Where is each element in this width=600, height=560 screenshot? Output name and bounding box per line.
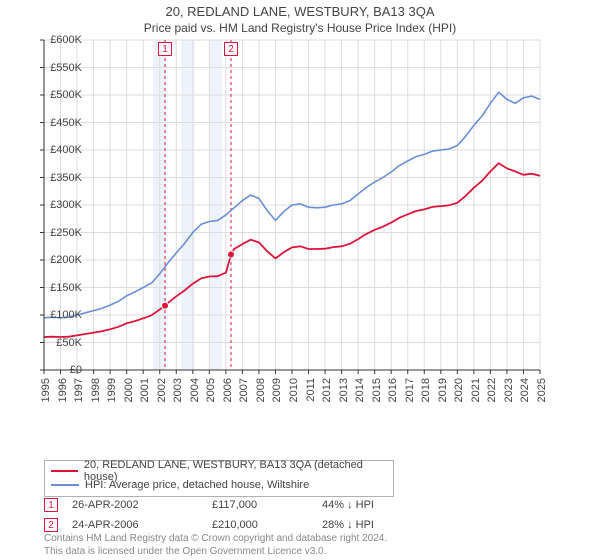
line-chart <box>44 40 584 410</box>
sale-row-date: 26-APR-2002 <box>72 499 212 511</box>
x-tick-label: 2023 <box>503 378 515 402</box>
x-tick-label: 2003 <box>172 378 184 402</box>
y-tick-label: £300K <box>32 199 82 211</box>
sale-row-marker: 2 <box>44 518 58 532</box>
sale-row-price: £210,000 <box>212 519 322 531</box>
legend: 20, REDLAND LANE, WESTBURY, BA13 3QA (de… <box>44 460 394 497</box>
x-tick-label: 2007 <box>238 378 250 402</box>
x-tick-label: 2016 <box>387 378 399 402</box>
x-tick-label: 2022 <box>486 378 498 402</box>
x-tick-label: 2006 <box>222 378 234 402</box>
y-tick-label: £100K <box>32 309 82 321</box>
x-tick-label: 2011 <box>305 378 317 402</box>
y-tick-label: £350K <box>32 172 82 184</box>
x-tick-label: 2014 <box>354 378 366 402</box>
plot-area: £0£50K£100K£150K£200K£250K£300K£350K£400… <box>44 40 584 410</box>
x-tick-label: 2010 <box>288 378 300 402</box>
legend-label: HPI: Average price, detached house, Wilt… <box>85 479 309 491</box>
x-tick-label: 1996 <box>57 378 69 402</box>
y-tick-label: £400K <box>32 144 82 156</box>
sale-row-delta: 44% ↓ HPI <box>322 499 432 511</box>
sale-row: 1 26-APR-2002£117,00044% ↓ HPI <box>44 498 432 512</box>
y-tick-label: £150K <box>32 282 82 294</box>
sale-row-marker: 1 <box>44 498 58 512</box>
y-tick-label: £0 <box>32 364 82 376</box>
y-tick-label: £250K <box>32 227 82 239</box>
attribution: Contains HM Land Registry data © Crown c… <box>44 533 387 558</box>
sale-row: 2 24-APR-2006£210,00028% ↓ HPI <box>44 518 432 532</box>
legend-item: 20, REDLAND LANE, WESTBURY, BA13 3QA (de… <box>51 464 387 478</box>
x-tick-label: 2012 <box>321 378 333 402</box>
x-tick-label: 1997 <box>73 378 85 402</box>
sale-row-price: £117,000 <box>212 499 322 511</box>
attribution-line2: This data is licensed under the Open Gov… <box>44 546 387 559</box>
sale-row-date: 24-APR-2006 <box>72 519 212 531</box>
chart-titles: 20, REDLAND LANE, WESTBURY, BA13 3QA Pri… <box>0 0 600 35</box>
y-tick-label: £500K <box>32 89 82 101</box>
x-tick-label: 2019 <box>437 378 449 402</box>
x-tick-label: 2005 <box>205 378 217 402</box>
x-tick-label: 2020 <box>453 378 465 402</box>
x-tick-label: 2000 <box>123 378 135 402</box>
x-tick-label: 2001 <box>139 378 151 402</box>
x-tick-label: 2002 <box>156 378 168 402</box>
x-tick-label: 2021 <box>470 378 482 402</box>
title-subtitle: Price paid vs. HM Land Registry's House … <box>0 21 600 35</box>
y-tick-label: £50K <box>32 337 82 349</box>
x-tick-label: 2017 <box>404 378 416 402</box>
y-tick-label: £450K <box>32 117 82 129</box>
x-tick-label: 1998 <box>90 378 102 402</box>
x-tick-label: 2025 <box>536 378 548 402</box>
x-tick-label: 2013 <box>338 378 350 402</box>
x-tick-label: 2018 <box>420 378 432 402</box>
x-tick-label: 1995 <box>40 378 52 402</box>
legend-swatch <box>51 470 78 472</box>
title-address: 20, REDLAND LANE, WESTBURY, BA13 3QA <box>0 4 600 19</box>
x-tick-label: 2004 <box>189 378 201 402</box>
sale-marker-1: 1 <box>158 42 172 56</box>
x-tick-label: 2015 <box>371 378 383 402</box>
x-tick-label: 1999 <box>106 378 118 402</box>
attribution-line1: Contains HM Land Registry data © Crown c… <box>44 533 387 546</box>
y-tick-label: £200K <box>32 254 82 266</box>
legend-swatch <box>51 484 79 486</box>
x-tick-label: 2009 <box>271 378 283 402</box>
x-tick-label: 2008 <box>255 378 267 402</box>
x-tick-label: 2024 <box>519 378 531 402</box>
y-tick-label: £550K <box>32 62 82 74</box>
sale-row-delta: 28% ↓ HPI <box>322 519 432 531</box>
sale-marker-2: 2 <box>224 42 238 56</box>
y-tick-label: £600K <box>32 34 82 46</box>
